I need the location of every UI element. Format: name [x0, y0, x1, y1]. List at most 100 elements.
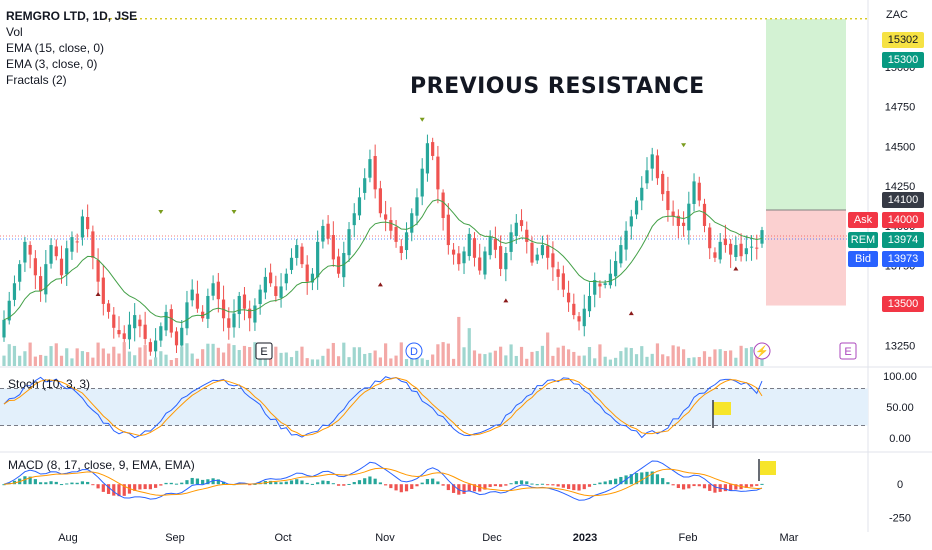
macd-histogram-bar	[201, 479, 205, 485]
volume-bar	[415, 356, 419, 366]
volume-bar	[441, 342, 445, 366]
candle-body	[112, 314, 116, 328]
candle-body	[749, 246, 754, 248]
last-symbol-label: REM	[848, 232, 878, 248]
volume-bar	[394, 355, 398, 366]
volume-bar	[269, 352, 273, 366]
candle-body	[310, 273, 315, 283]
candle-body	[106, 303, 111, 312]
candle-body	[692, 181, 696, 204]
previous-resistance-annotation: PREVIOUS RESISTANCE	[410, 74, 705, 99]
last-price-tag: 13974	[882, 232, 924, 248]
candle-body	[624, 230, 628, 250]
candle-body	[127, 324, 132, 340]
macd-histogram-bar	[566, 484, 571, 489]
candle-body	[587, 295, 592, 312]
candle-body	[467, 233, 471, 257]
time-axis-tick: Aug	[58, 532, 78, 544]
macd-histogram-bar	[546, 484, 550, 486]
stoch-axis-tick: 0.00	[889, 433, 910, 445]
macd-histogram-bar	[101, 484, 105, 492]
volume-bar	[122, 342, 126, 366]
macd-histogram-bar	[404, 484, 409, 492]
candle-body	[75, 241, 79, 243]
volume-bar	[310, 359, 315, 366]
volume-bar	[540, 345, 545, 366]
volume-bar	[7, 344, 11, 366]
volume-bar	[248, 347, 252, 366]
macd-histogram-bar	[91, 484, 95, 486]
macd-histogram-bar	[216, 479, 220, 485]
volume-bar	[514, 355, 518, 366]
fractal-up-marker	[419, 117, 425, 122]
candle-body	[556, 269, 560, 277]
split-badge-icon: ⚡	[755, 345, 769, 358]
macd-histogram-bar	[148, 484, 152, 490]
volume-bar	[744, 348, 748, 366]
candle-body	[441, 192, 445, 219]
macd-histogram-bar	[629, 474, 633, 485]
macd-histogram-bar	[44, 482, 48, 485]
fractal-down-marker	[733, 266, 739, 271]
macd-histogram-bar	[164, 482, 168, 485]
volume-bar	[96, 342, 100, 366]
candle-body	[420, 168, 424, 197]
volume-bar	[561, 345, 565, 366]
macd-histogram-bar	[514, 481, 518, 485]
candle-body	[59, 258, 64, 276]
candle-body	[248, 308, 252, 319]
volume-bar	[12, 345, 17, 366]
candle-body	[206, 295, 210, 319]
volume-bar	[525, 358, 529, 366]
candle-body	[514, 222, 518, 237]
volume-bar	[321, 355, 325, 366]
macd-histogram-bar	[483, 484, 487, 490]
candle-body	[143, 324, 147, 339]
candle-body	[446, 214, 450, 246]
candle-body	[504, 253, 508, 270]
candle-body	[525, 229, 529, 242]
candle-body	[661, 173, 665, 195]
ema-15-line	[3, 199, 763, 324]
volume-bar	[671, 345, 675, 366]
macd-histogram-bar	[326, 480, 330, 485]
candle-body	[551, 253, 555, 268]
volume-bar	[603, 356, 607, 366]
macd-histogram-bar	[331, 483, 335, 485]
volume-bar	[54, 343, 58, 366]
candle-body	[546, 245, 550, 258]
macd-histogram-bar	[347, 483, 351, 485]
price-axis-tick: 14250	[885, 181, 916, 193]
volume-bar	[378, 357, 382, 366]
volume-bar	[587, 346, 592, 366]
macd-histogram-bar	[70, 482, 74, 485]
volume-bar	[718, 349, 722, 366]
macd-histogram-bar	[577, 484, 581, 491]
candle-body	[258, 289, 262, 305]
volume-bar	[530, 351, 534, 366]
candle-body	[384, 214, 388, 220]
candle-body	[352, 213, 356, 226]
volume-bar	[462, 347, 466, 366]
volume-bar	[687, 357, 691, 366]
candle-body	[472, 238, 477, 258]
candle-body	[645, 170, 649, 184]
macd-legend: MACD (8, 17, close, 9, EMA, EMA)	[8, 458, 195, 472]
candle-body	[54, 246, 58, 257]
fractal-up-marker	[681, 143, 687, 148]
volume-bar	[363, 353, 367, 366]
volume-bar	[582, 355, 586, 366]
macd-histogram-bar	[122, 484, 126, 496]
legend-fractals: Fractals (2)	[6, 73, 67, 87]
volume-bar	[216, 347, 220, 366]
candle-body	[284, 273, 288, 284]
macd-histogram-bar	[363, 478, 367, 485]
candle-body	[80, 216, 85, 238]
candle-body	[760, 230, 764, 244]
volume-bar	[201, 349, 205, 366]
candle-body	[101, 277, 105, 304]
macd-histogram-bar	[295, 479, 299, 485]
volume-bar	[101, 348, 105, 366]
volume-bar	[645, 356, 649, 366]
